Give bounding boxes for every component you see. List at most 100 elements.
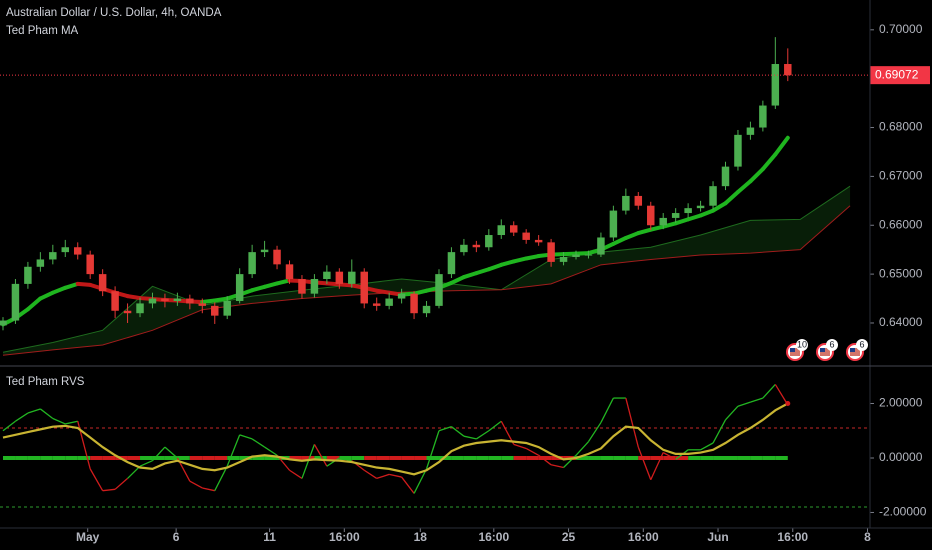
fast-segment <box>575 441 589 456</box>
candle-body <box>136 303 144 314</box>
event-icon[interactable]: 6 <box>816 339 838 361</box>
fast-segment <box>376 473 390 480</box>
y-tick-label: 0.64000 <box>879 315 923 329</box>
candle-body <box>634 195 643 206</box>
cloud-line-a <box>2 185 851 353</box>
fast-segment <box>451 426 465 437</box>
last-point <box>785 401 791 407</box>
candle-body <box>0 320 7 326</box>
ma-segment <box>125 294 143 301</box>
event-flag-canton <box>790 348 795 352</box>
candle-body <box>597 237 605 255</box>
candle-body <box>435 274 443 306</box>
candle-body <box>534 239 543 243</box>
x-tick-label: 6 <box>173 530 180 544</box>
candle-body <box>547 242 555 262</box>
event-count: 10 <box>797 339 807 349</box>
candle-body <box>161 298 169 301</box>
fast-segment <box>600 397 614 423</box>
candle-body <box>223 300 231 316</box>
ma-segment <box>250 284 267 293</box>
x-tick-label: 8 <box>864 530 871 544</box>
ma-segment <box>412 288 429 296</box>
ma-segment <box>661 221 678 229</box>
event-count: 6 <box>829 339 834 349</box>
ma-segment <box>735 179 753 195</box>
candle-body <box>198 303 207 306</box>
ma-segment <box>38 290 55 301</box>
fast-segment <box>2 420 16 432</box>
candle-body <box>422 305 431 314</box>
indicator-title: Ted Pham RVS <box>6 376 85 388</box>
fast-segment <box>313 444 328 467</box>
indicator-title: Ted Pham MA <box>6 25 79 37</box>
fast-segment <box>401 476 415 494</box>
candle-body <box>73 247 82 255</box>
candle-body <box>584 254 593 256</box>
slow-line <box>2 402 789 476</box>
ma-segment <box>262 281 280 289</box>
candle-body <box>24 266 32 284</box>
ma-segment <box>723 190 740 206</box>
candle-body <box>49 252 57 260</box>
ma-segment <box>212 296 230 303</box>
ma-segment <box>449 275 466 285</box>
candle-body <box>721 166 730 187</box>
candle-body <box>86 254 94 275</box>
fast-segment <box>637 446 652 481</box>
candle-body <box>298 279 306 294</box>
candle-body <box>235 274 244 301</box>
candle-body <box>186 298 194 304</box>
fast-segment <box>301 444 316 479</box>
fast-segment <box>389 473 402 478</box>
fast-segment <box>164 446 178 459</box>
fast-segment <box>289 469 303 479</box>
fast-segment <box>239 434 253 440</box>
y-tick-label: 0.00000 <box>879 450 923 464</box>
ma-segment <box>63 281 80 290</box>
candle-body <box>148 298 157 304</box>
fast-segment <box>326 457 340 467</box>
fast-segment <box>650 452 664 481</box>
fast-segment <box>52 417 66 425</box>
candle-body <box>372 303 381 306</box>
candle-body <box>485 235 493 248</box>
candle-body <box>385 298 393 306</box>
event-icon[interactable]: 6 <box>846 339 868 361</box>
ma-segment <box>648 224 666 232</box>
candle-body <box>696 205 705 209</box>
ma-segment <box>686 213 703 222</box>
fast-segment <box>625 397 639 448</box>
candle-body <box>659 217 667 226</box>
candle-body <box>397 293 406 299</box>
y-tick-label: 0.67000 <box>879 169 923 183</box>
fast-segment <box>151 446 166 462</box>
ma-segment <box>75 281 93 287</box>
fast-segment <box>737 401 751 407</box>
fast-segment <box>712 419 727 444</box>
fast-segment <box>27 408 41 414</box>
candle-body <box>36 259 45 267</box>
chart-title: Australian Dollar / U.S. Dollar, 4h, OAN… <box>6 7 222 19</box>
fast-segment <box>65 420 78 425</box>
fast-segment <box>425 430 440 470</box>
fast-segment <box>476 430 490 440</box>
fast-segment <box>750 397 764 403</box>
candle-body <box>61 247 70 253</box>
fast-segment <box>662 451 676 460</box>
event-icon[interactable]: 10 <box>786 339 808 361</box>
ma-segment <box>611 235 628 246</box>
ma-segment <box>200 298 217 304</box>
event-badge <box>856 339 868 351</box>
y-tick-label: -2.00000 <box>879 505 927 519</box>
candle-body <box>173 298 182 301</box>
candle-body <box>260 249 269 253</box>
candle-body <box>111 291 119 311</box>
cloud-fill <box>2 186 851 356</box>
candle-body <box>460 244 468 253</box>
y-tick-label: 0.65000 <box>879 266 923 280</box>
fast-segment <box>114 477 128 490</box>
ma-segment <box>486 262 504 272</box>
x-tick-label: May <box>76 530 100 544</box>
